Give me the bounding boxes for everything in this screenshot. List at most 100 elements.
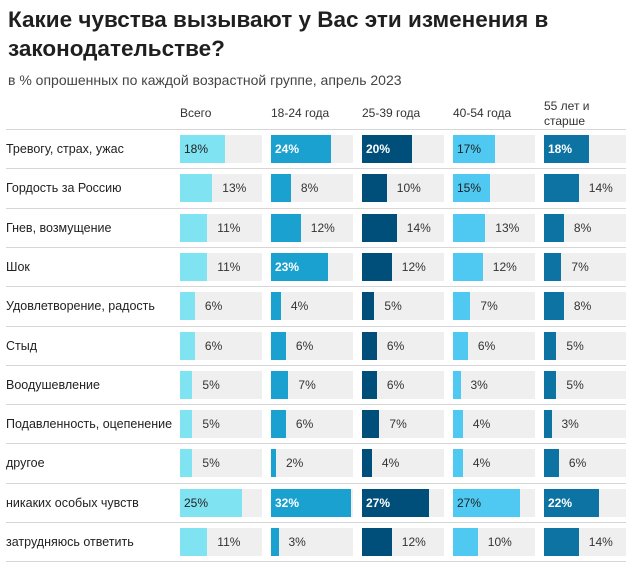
bar-0-1 <box>180 174 213 202</box>
row-separator <box>6 129 626 130</box>
bar-2-0 <box>362 135 412 163</box>
data-label: 7% <box>571 260 589 274</box>
bar-track: 5% <box>180 449 262 477</box>
data-label: 12% <box>492 260 517 274</box>
data-label: 2% <box>286 456 304 470</box>
data-label: 7% <box>480 299 498 313</box>
bar-track: 3% <box>453 371 535 399</box>
data-label: 17% <box>457 142 482 156</box>
bar-track: 4% <box>453 410 535 438</box>
bar-0-9 <box>180 489 243 517</box>
bar-2-9 <box>362 489 430 517</box>
data-label: 13% <box>495 221 520 235</box>
bar-0-8 <box>180 449 193 477</box>
data-label: 12% <box>401 260 426 274</box>
bar-4-7 <box>544 410 552 438</box>
bar-track: 2% <box>271 449 353 477</box>
row-label: Стыд <box>6 339 38 353</box>
bar-track: 7% <box>544 253 626 281</box>
bar-track: 14% <box>544 528 626 556</box>
row-label: Воодушевление <box>6 378 100 392</box>
bar-track: 10% <box>453 528 535 556</box>
bar-4-1 <box>544 174 579 202</box>
data-label: 20% <box>366 142 391 156</box>
row-separator <box>6 208 626 209</box>
bar-2-6 <box>362 371 377 399</box>
bar-2-10 <box>362 528 392 556</box>
bar-0-0 <box>180 135 225 163</box>
bar-0-10 <box>180 528 208 556</box>
bar-track: 18% <box>544 135 626 163</box>
bar-0-3 <box>180 253 208 281</box>
row-separator <box>6 522 626 523</box>
bar-1-9 <box>271 489 351 517</box>
data-label: 6% <box>568 456 587 470</box>
data-label: 14% <box>588 181 613 195</box>
bar-3-6 <box>453 371 461 399</box>
bar-3-7 <box>453 410 463 438</box>
bar-track: 6% <box>544 449 626 477</box>
bar-track: 5% <box>362 292 444 320</box>
data-label: 6% <box>477 339 496 353</box>
bar-track: 6% <box>271 410 353 438</box>
data-label: 8% <box>573 221 592 235</box>
bar-0-7 <box>180 410 193 438</box>
data-label: 4% <box>472 417 491 431</box>
data-label: 5% <box>202 417 220 431</box>
data-label: 11% <box>217 535 241 549</box>
bar-track: 20% <box>362 135 444 163</box>
bar-track: 12% <box>362 253 444 281</box>
data-label: 18% <box>184 142 209 156</box>
bar-track: 7% <box>453 292 535 320</box>
bar-1-1 <box>271 174 291 202</box>
row-label: никаких особых чувств <box>6 496 139 510</box>
bar-2-5 <box>362 332 377 360</box>
data-label: 10% <box>396 181 421 195</box>
bar-0-4 <box>180 292 195 320</box>
column-header-2: 25-39 года <box>362 106 421 120</box>
data-label: 5% <box>202 456 220 470</box>
row-label: Гордость за Россию <box>6 181 122 195</box>
bar-track: 6% <box>453 332 535 360</box>
data-label: 6% <box>295 339 314 353</box>
data-label: 5% <box>566 339 584 353</box>
row-label: Удовлетворение, радость <box>6 299 155 313</box>
bar-0-5 <box>180 332 195 360</box>
row-label: Шок <box>6 260 30 274</box>
bar-3-1 <box>453 174 491 202</box>
column-header-0: Всего <box>180 106 212 120</box>
bar-track: 27% <box>362 489 444 517</box>
data-label: 4% <box>381 456 400 470</box>
bar-track: 6% <box>180 292 262 320</box>
data-label: 5% <box>202 378 220 392</box>
data-label: 10% <box>487 535 512 549</box>
row-separator <box>6 365 626 366</box>
bar-3-5 <box>453 332 468 360</box>
bar-track: 4% <box>271 292 353 320</box>
bar-4-9 <box>544 489 599 517</box>
bar-0-2 <box>180 214 208 242</box>
bar-track: 4% <box>362 449 444 477</box>
data-label: 15% <box>457 181 482 195</box>
bar-track: 6% <box>180 332 262 360</box>
data-label: 23% <box>275 260 300 274</box>
row-separator <box>6 404 626 405</box>
bar-4-0 <box>544 135 589 163</box>
row-separator <box>6 168 626 169</box>
bar-3-2 <box>453 214 486 242</box>
chart-subtitle: в % опрошенных по каждой возрастной груп… <box>8 72 402 88</box>
column-header-1: 18-24 года <box>271 106 330 120</box>
bar-track: 8% <box>544 214 626 242</box>
bar-2-4 <box>362 292 375 320</box>
data-label: 7% <box>389 417 407 431</box>
row-separator <box>6 561 626 562</box>
bar-track: 3% <box>544 410 626 438</box>
data-label: 12% <box>401 535 426 549</box>
bar-4-4 <box>544 292 564 320</box>
data-label: 14% <box>406 221 431 235</box>
bar-track: 8% <box>271 174 353 202</box>
bar-track: 7% <box>271 371 353 399</box>
data-label: 18% <box>548 142 573 156</box>
bar-track: 12% <box>362 528 444 556</box>
row-label: Тревогу, страх, ужас <box>6 142 124 156</box>
